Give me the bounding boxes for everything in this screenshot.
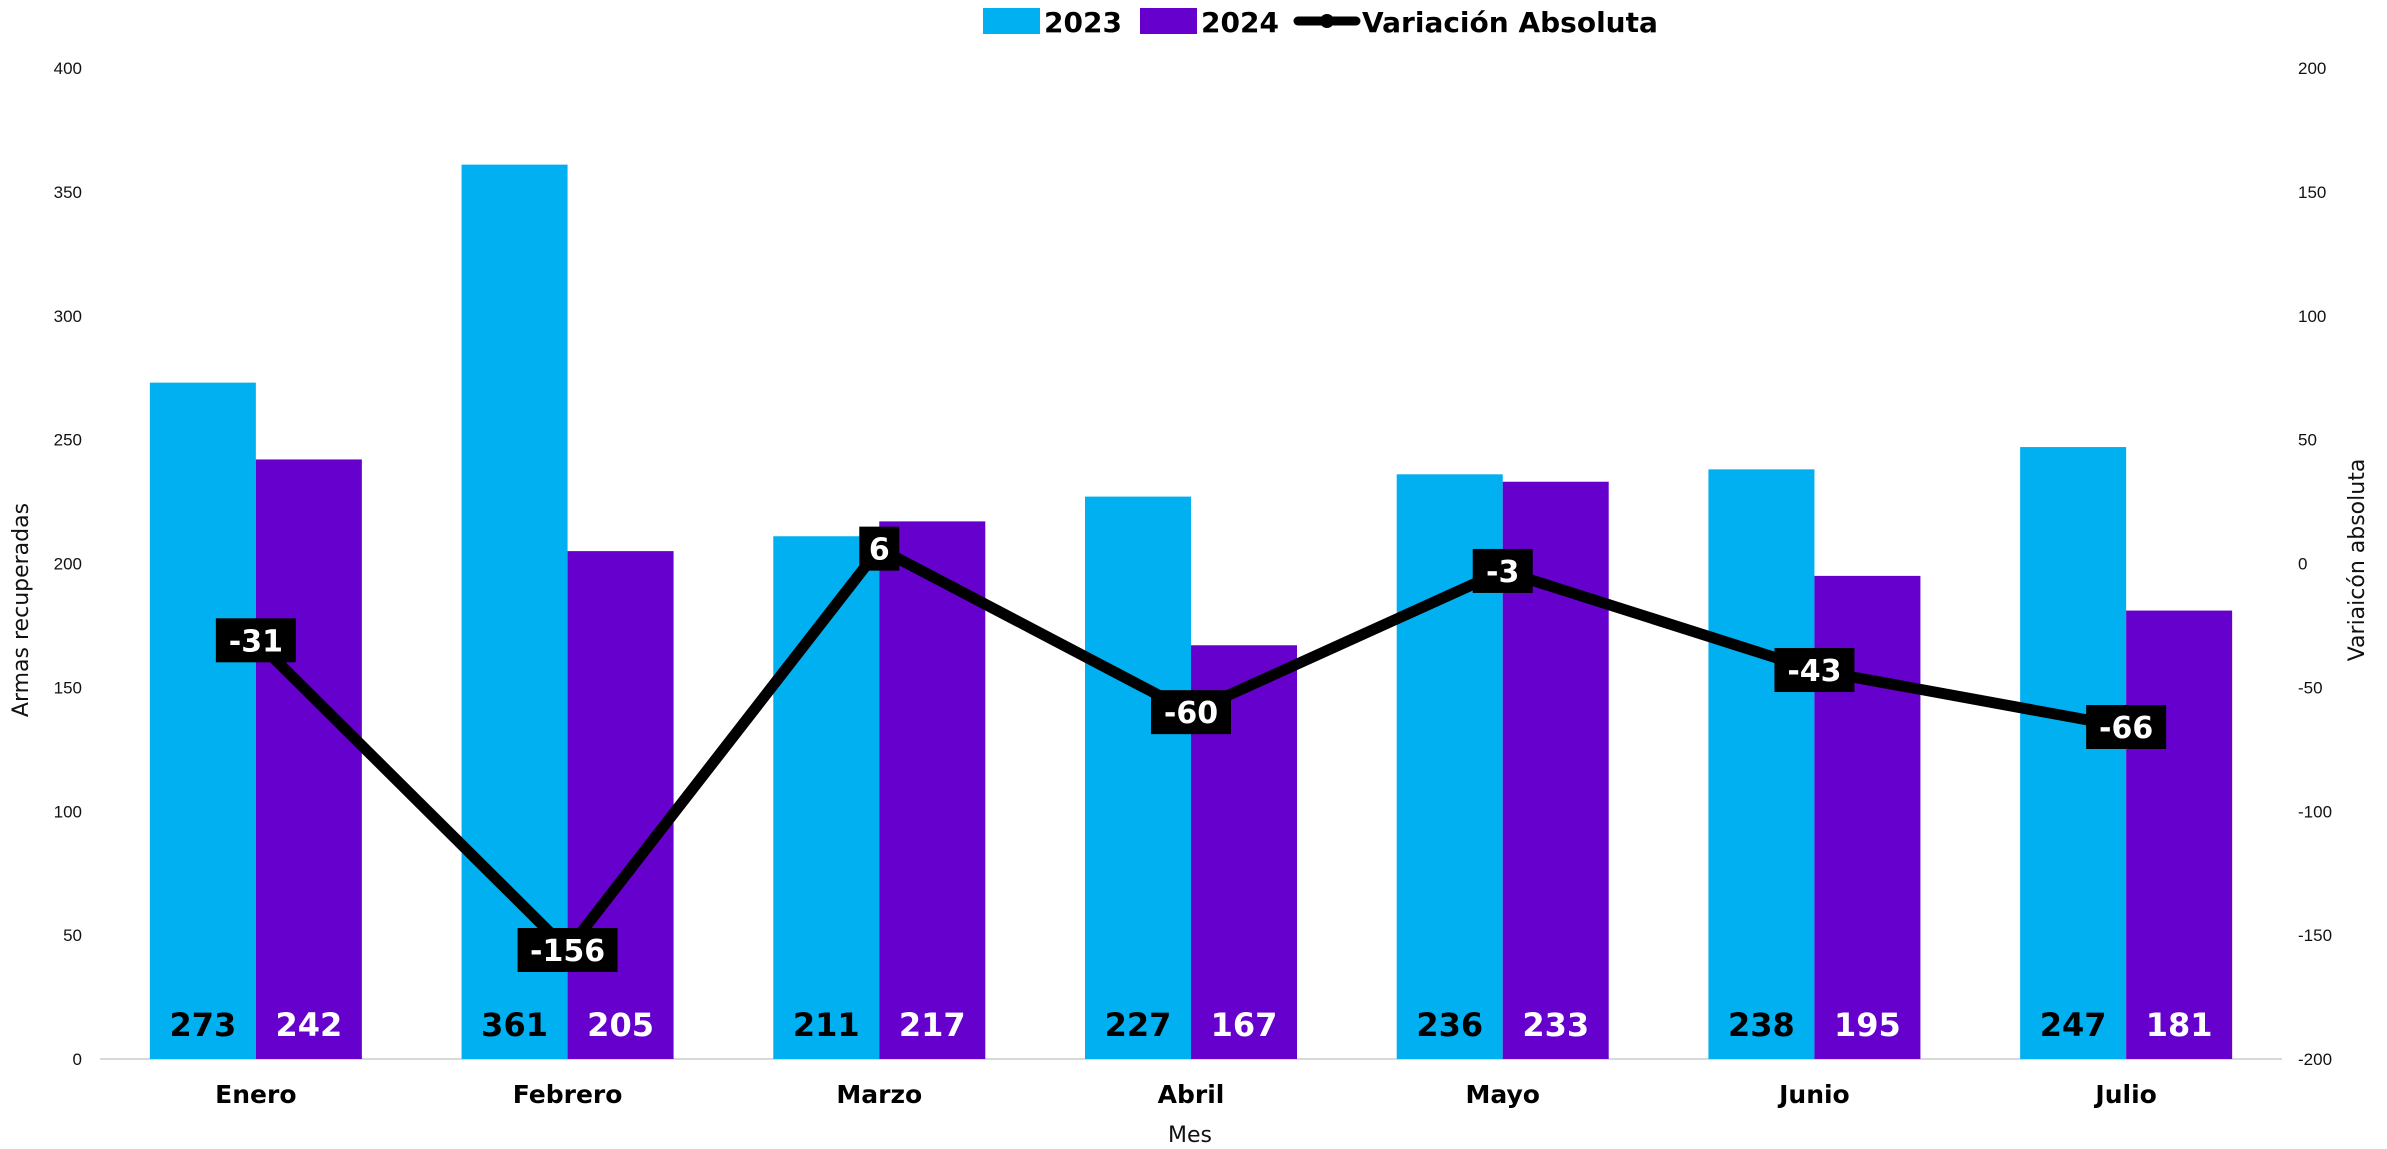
line-value-label: -66: [2099, 711, 2153, 746]
x-axis-title: Mes: [1168, 1123, 1212, 1148]
bar-2023-febrero: [461, 164, 568, 1059]
category-label-julio: Julio: [2093, 1080, 2156, 1109]
line-point-box: [1472, 548, 1533, 593]
variacion-line: -31 -156 6 -60 -3 -43 -66: [215, 526, 2167, 972]
y-axis-title: Armas recuperadas: [9, 503, 34, 717]
line-value-label: -43: [1787, 654, 1841, 689]
legend: 2023 2024 Variación Absoluta: [983, 6, 1658, 39]
y2-tick-label: 50: [2298, 431, 2317, 450]
line-point-box: [215, 618, 296, 663]
line-value-label: -31: [229, 624, 283, 659]
bar-2023-abril: [1085, 496, 1191, 1059]
bar-value-label: 217: [899, 1006, 966, 1044]
y2-axis-title: Variaicón absoluta: [2345, 459, 2370, 662]
legend-marker-variacion: [1320, 14, 1334, 28]
bar-value-label: 361: [481, 1006, 548, 1044]
y-tick-label: 200: [54, 555, 82, 574]
y2-tick-label: -200: [2298, 1050, 2332, 1069]
bars: [149, 164, 2233, 1060]
bar-value-label: 227: [1105, 1006, 1172, 1044]
y-tick-label: 250: [54, 431, 82, 450]
category-label-junio: Junio: [1777, 1080, 1850, 1109]
bar-value-label: 247: [2040, 1006, 2107, 1044]
bar-value-label: 242: [275, 1006, 342, 1044]
bar-value-label: 181: [2146, 1006, 2213, 1044]
line-point-box: [2086, 705, 2167, 750]
category-labels: Enero Febrero Marzo Abril Mayo Junio Julio: [215, 1080, 2157, 1109]
y-tick-label: 300: [54, 307, 82, 326]
line-value-label: -3: [1486, 555, 1519, 590]
bar-2024-febrero: [567, 551, 674, 1059]
category-label-abril: Abril: [1158, 1080, 1225, 1109]
y2-tick-label: 150: [2298, 183, 2326, 202]
legend-label-2023: 2023: [1044, 6, 1122, 39]
y2-tick-label: 200: [2298, 59, 2326, 78]
bar-value-label: 236: [1416, 1006, 1483, 1044]
y-tick-label: 350: [54, 183, 82, 202]
y2-tick-label: -100: [2298, 802, 2332, 821]
y2-tick-label: 0: [2298, 555, 2307, 574]
y2-tick-label: -150: [2298, 926, 2332, 945]
line-value-label: -156: [530, 934, 605, 969]
y-tick-label: 50: [63, 926, 82, 945]
category-label-febrero: Febrero: [513, 1080, 623, 1109]
line-value-label: -60: [1164, 696, 1218, 731]
legend-label-2024: 2024: [1201, 6, 1279, 39]
y2-tick-label: 100: [2298, 307, 2326, 326]
bar-value-label: 238: [1728, 1006, 1795, 1044]
y2-tick-label: -50: [2298, 678, 2323, 697]
bar-value-label: 273: [169, 1006, 236, 1044]
category-label-marzo: Marzo: [836, 1080, 922, 1109]
legend-label-variacion: Variación Absoluta: [1362, 6, 1658, 39]
category-label-enero: Enero: [215, 1080, 296, 1109]
bar-2023-enero: [149, 382, 256, 1060]
bar-labels: 273 361 211 227 236 238 247 242 205 217 167 233 195 1…: [169, 1006, 2212, 1044]
bar-value-label: 211: [793, 1006, 860, 1044]
y-tick-label: 100: [54, 802, 82, 821]
category-label-mayo: Mayo: [1465, 1080, 1539, 1109]
bar-value-label: 167: [1211, 1006, 1278, 1044]
line-point-box: [1151, 690, 1231, 735]
line-point-box: [1774, 648, 1855, 693]
y-axis-ticks: 0 50 100 150 200 250 300 350 400: [54, 59, 82, 1069]
bar-value-label: 233: [1522, 1006, 1589, 1044]
bar-value-label: 205: [587, 1006, 654, 1044]
y-tick-label: 0: [73, 1050, 82, 1069]
line-value-label: 6: [869, 533, 890, 568]
line-point-box: [859, 526, 900, 571]
y2-axis-ticks: -200 -150 -100 -50 0 50 100 150 200: [2298, 59, 2332, 1069]
line-point-box: [517, 927, 618, 972]
y-tick-label: 150: [54, 678, 82, 697]
bar-value-label: 195: [1834, 1006, 1901, 1044]
bar-2024-marzo: [879, 521, 986, 1059]
bar-2024-julio: [2126, 610, 2233, 1059]
legend-swatch-2024: [1140, 8, 1197, 34]
y-tick-label: 400: [54, 59, 82, 78]
legend-swatch-2023: [983, 8, 1040, 34]
bar-2024-enero: [255, 459, 362, 1059]
bar-2023-julio: [2020, 447, 2127, 1059]
bar-2023-junio: [1708, 469, 1815, 1060]
